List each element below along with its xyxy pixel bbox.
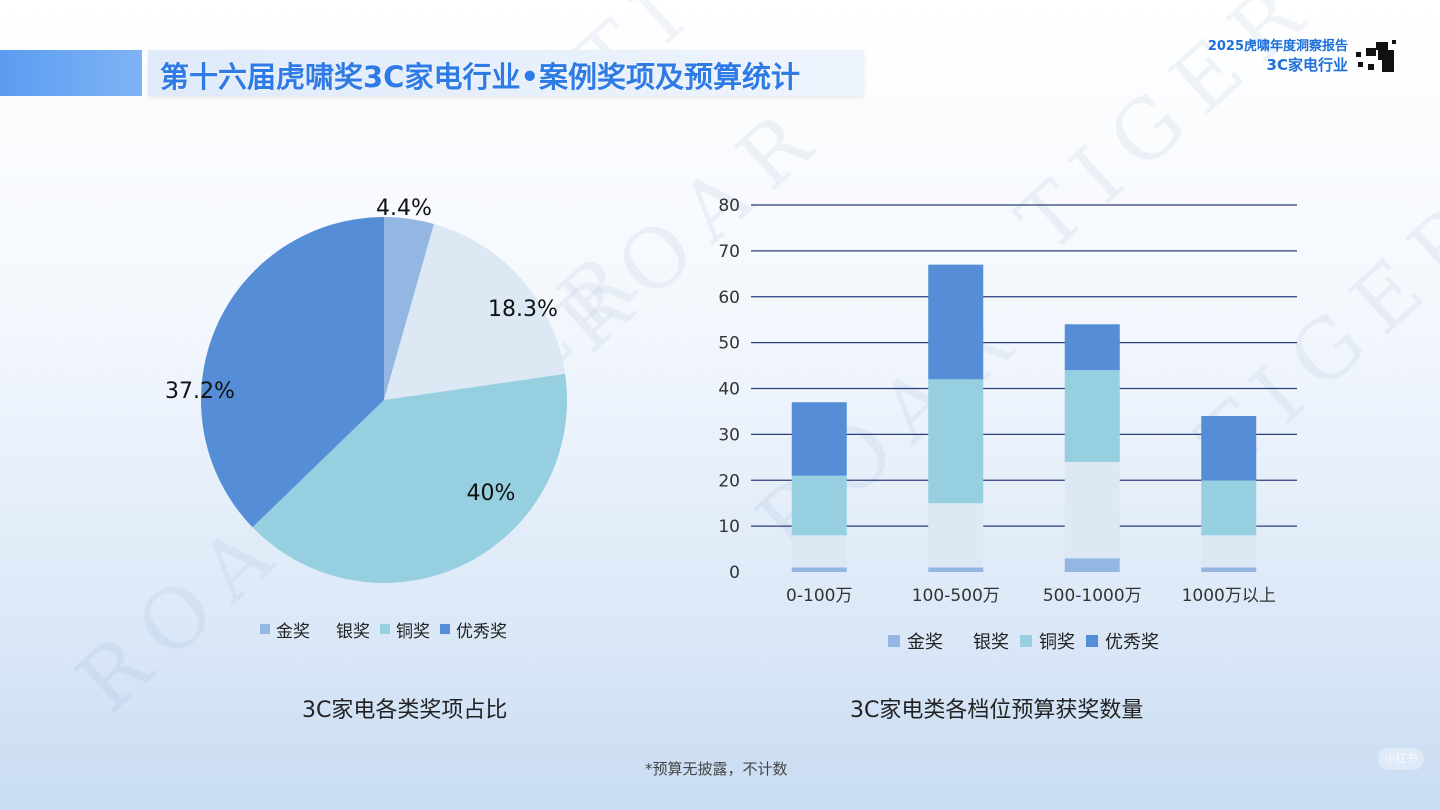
bar-segment bbox=[1064, 558, 1120, 572]
legend-label: 银奖 bbox=[336, 622, 370, 642]
brand-block: 2025虎啸年度洞察报告 3C家电行业 bbox=[1208, 38, 1348, 74]
x-tick-label: 100-500万 bbox=[912, 586, 1000, 606]
y-tick-label: 80 bbox=[718, 196, 740, 216]
bar-segment bbox=[928, 264, 984, 380]
bar-segment bbox=[1064, 461, 1120, 559]
bar-segment bbox=[928, 379, 984, 504]
x-tick-label: 0-100万 bbox=[786, 586, 852, 606]
y-tick-label: 0 bbox=[729, 563, 740, 583]
y-tick-label: 70 bbox=[718, 242, 740, 262]
legend-swatch bbox=[1086, 635, 1098, 647]
bar-segment bbox=[791, 567, 847, 572]
bar-segment bbox=[791, 402, 847, 476]
bar-segment bbox=[1201, 480, 1257, 536]
legend-swatch bbox=[260, 624, 270, 634]
pie-data-label: 37.2% bbox=[165, 379, 235, 404]
bar-segment bbox=[928, 567, 984, 572]
bar-segment bbox=[1064, 324, 1120, 371]
legend-swatch bbox=[320, 624, 330, 634]
page-title: 第十六届虎啸奖3C家电行业•案例奖项及预算统计 bbox=[160, 60, 800, 94]
y-tick-label: 50 bbox=[718, 334, 740, 354]
pie-data-label: 18.3% bbox=[488, 297, 558, 322]
y-tick-label: 20 bbox=[718, 471, 740, 491]
y-tick-label: 10 bbox=[718, 517, 740, 537]
legend-label: 银奖 bbox=[973, 632, 1009, 653]
title-accent-bar bbox=[0, 50, 142, 96]
x-tick-label: 500-1000万 bbox=[1043, 586, 1142, 606]
bar-segment bbox=[791, 535, 847, 568]
pie-slice bbox=[384, 217, 434, 400]
pie-slice bbox=[384, 223, 566, 400]
brand-line1: 2025虎啸年度洞察报告 bbox=[1207, 39, 1348, 54]
legend-swatch bbox=[440, 624, 450, 634]
brand-line2: 3C家电行业 bbox=[1266, 56, 1348, 74]
corner-badge: 小红书 bbox=[1378, 748, 1424, 770]
bar-segment bbox=[928, 503, 984, 568]
bar-segment bbox=[1201, 416, 1257, 481]
pie-data-label: 4.4% bbox=[376, 196, 432, 221]
legend-swatch bbox=[888, 635, 900, 647]
bar-chart-caption: 3C家电类各档位预算获奖数量 bbox=[850, 698, 1144, 723]
y-tick-label: 30 bbox=[718, 425, 740, 445]
bar-segment bbox=[791, 475, 847, 536]
legend-label: 优秀奖 bbox=[456, 622, 507, 642]
bar-segment bbox=[1201, 535, 1257, 568]
legend-swatch bbox=[380, 624, 390, 634]
y-tick-label: 40 bbox=[718, 380, 740, 400]
legend-label: 金奖 bbox=[276, 622, 310, 642]
x-tick-label: 1000万以上 bbox=[1182, 586, 1276, 606]
y-tick-label: 60 bbox=[718, 288, 740, 308]
pie-slice bbox=[252, 373, 568, 584]
legend-label: 铜奖 bbox=[396, 622, 430, 642]
footnote: *预算无披露，不计数 bbox=[645, 760, 788, 778]
title-banner: 第十六届虎啸奖3C家电行业•案例奖项及预算统计 bbox=[148, 50, 864, 96]
pie-data-label: 40% bbox=[467, 481, 516, 506]
legend-label: 优秀奖 bbox=[1105, 632, 1159, 653]
pie-chart-caption: 3C家电各类奖项占比 bbox=[302, 698, 508, 723]
legend-label: 金奖 bbox=[907, 632, 943, 653]
pie-slice bbox=[200, 216, 384, 528]
legend-swatch bbox=[1020, 635, 1032, 647]
legend-label: 铜奖 bbox=[1039, 632, 1075, 653]
legend-swatch bbox=[954, 635, 966, 647]
bar-segment bbox=[1064, 370, 1120, 462]
tiger-logo-icon bbox=[1356, 40, 1396, 72]
bar-segment bbox=[1201, 567, 1257, 572]
